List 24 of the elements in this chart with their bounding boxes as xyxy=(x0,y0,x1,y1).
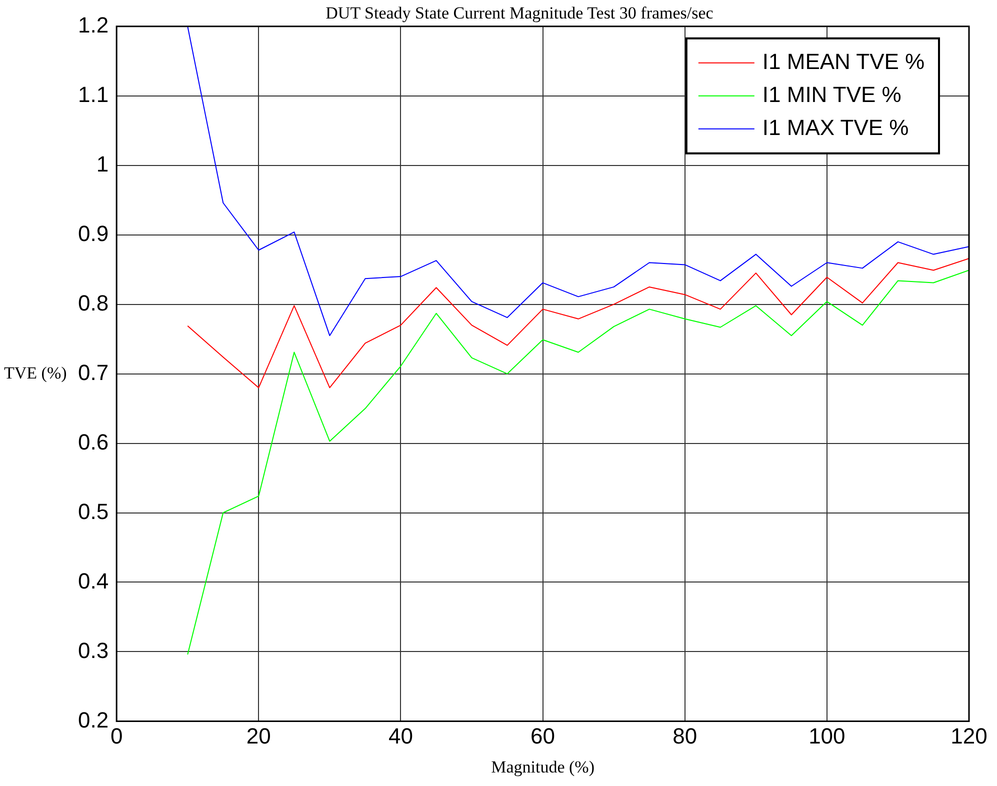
y-tick-label: 0.2 xyxy=(78,707,109,732)
x-tick-label: 60 xyxy=(530,723,556,748)
y-tick-label: 0.6 xyxy=(78,429,109,454)
x-tick-label: 120 xyxy=(950,723,988,748)
y-tick-label: 1.1 xyxy=(78,82,109,107)
x-axis-title: Magnitude (%) xyxy=(491,757,594,776)
x-tick-label: 40 xyxy=(388,723,413,748)
y-tick-label: 0.4 xyxy=(78,568,109,594)
y-tick-label: 1.2 xyxy=(78,12,109,38)
y-tick-label: 0.8 xyxy=(78,290,109,316)
y-axis-title: TVE (%) xyxy=(4,363,67,382)
legend-label: I1 MAX TVE % xyxy=(762,114,909,140)
chart-title: DUT Steady State Current Magnitude Test 30 frames/sec xyxy=(326,4,714,23)
x-tick-label: 100 xyxy=(808,723,846,748)
y-tick-label: 0.5 xyxy=(78,498,109,524)
legend-label: I1 MEAN TVE % xyxy=(762,48,925,74)
y-tick-label: 0.7 xyxy=(78,360,109,385)
y-tick-label: 1 xyxy=(96,151,109,176)
y-tick-label: 0.3 xyxy=(78,638,109,663)
x-tick-label: 0 xyxy=(110,723,123,748)
x-tick-label: 80 xyxy=(672,723,698,748)
y-tick-label: 0.9 xyxy=(78,220,109,246)
legend-label: I1 MIN TVE % xyxy=(762,82,902,107)
x-tick-label: 20 xyxy=(246,723,271,748)
